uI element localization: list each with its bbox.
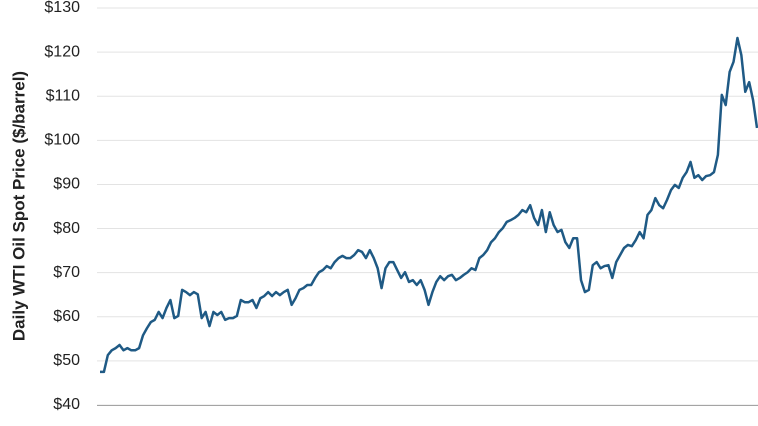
y-tick-label: $50 [53, 352, 80, 369]
y-tick-label: $90 [53, 176, 80, 193]
y-axis-label: Daily WTI Oil Spot Price ($/barrel) [9, 71, 28, 341]
y-tick-label: $100 [44, 132, 80, 149]
y-tick-label: $80 [53, 220, 80, 237]
y-tick-label: $40 [53, 396, 80, 413]
y-tick-label: $60 [53, 308, 80, 325]
y-tick-label: $130 [44, 0, 80, 16]
y-tick-label: $110 [46, 87, 81, 104]
y-tick-label: $120 [44, 43, 80, 60]
y-tick-label: $70 [53, 264, 80, 281]
price-line [100, 36, 758, 374]
